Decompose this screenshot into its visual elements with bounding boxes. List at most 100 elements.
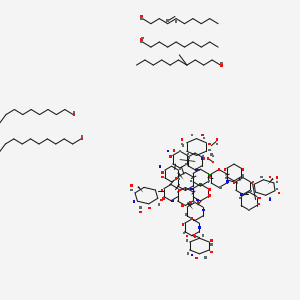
Bar	[233, 182, 235, 184]
Polygon shape	[177, 172, 184, 180]
Bar	[208, 194, 211, 197]
Bar	[175, 20, 177, 23]
Bar	[179, 149, 181, 152]
Bar	[248, 209, 250, 211]
Bar	[194, 235, 196, 238]
Bar	[239, 197, 241, 199]
Bar	[209, 174, 211, 177]
Bar	[187, 153, 190, 155]
Bar	[218, 168, 220, 171]
Bar	[139, 206, 142, 209]
Bar	[140, 41, 142, 44]
Bar	[181, 143, 183, 145]
Bar	[181, 138, 183, 141]
Bar	[188, 157, 190, 160]
Bar	[201, 134, 204, 136]
Bar	[186, 235, 188, 237]
Bar	[269, 198, 271, 201]
Bar	[186, 239, 188, 242]
Bar	[81, 138, 83, 140]
Bar	[242, 168, 244, 171]
Bar	[250, 190, 253, 193]
Bar	[167, 150, 169, 152]
Bar	[175, 177, 177, 180]
Bar	[260, 176, 263, 178]
Bar	[171, 200, 174, 202]
Bar	[193, 234, 195, 237]
Bar	[187, 252, 189, 255]
Polygon shape	[187, 202, 194, 210]
Bar	[208, 143, 211, 145]
Bar	[158, 203, 160, 206]
Bar	[224, 168, 226, 171]
Bar	[182, 232, 185, 235]
Bar	[190, 188, 193, 190]
Bar	[276, 188, 278, 190]
Bar	[185, 213, 187, 216]
Bar	[219, 186, 222, 189]
Bar	[208, 174, 211, 176]
Bar	[226, 180, 229, 183]
Bar	[224, 177, 227, 179]
Bar	[178, 178, 180, 181]
Bar	[189, 201, 192, 204]
Bar	[203, 157, 205, 160]
Bar	[242, 174, 244, 177]
Bar	[251, 182, 253, 184]
Bar	[73, 111, 76, 114]
Bar	[181, 204, 184, 207]
Bar	[220, 64, 223, 67]
Bar	[159, 165, 161, 168]
Bar	[204, 256, 207, 259]
Bar	[179, 167, 181, 170]
Bar	[191, 254, 193, 256]
Bar	[195, 257, 198, 259]
Bar	[198, 226, 201, 229]
Bar	[259, 197, 261, 199]
Bar	[193, 201, 196, 203]
Bar	[216, 138, 218, 141]
Bar	[161, 171, 164, 174]
Bar	[160, 199, 163, 201]
Bar	[276, 181, 278, 183]
Bar	[191, 134, 193, 136]
Bar	[161, 176, 164, 178]
Polygon shape	[268, 178, 274, 184]
Bar	[199, 183, 202, 185]
Bar	[140, 15, 142, 18]
Bar	[133, 200, 135, 203]
Bar	[173, 149, 175, 152]
Polygon shape	[137, 186, 143, 193]
Bar	[202, 209, 205, 211]
Bar	[240, 193, 243, 196]
Bar	[207, 157, 209, 160]
Bar	[210, 153, 213, 156]
Bar	[191, 217, 193, 220]
Bar	[190, 179, 193, 182]
Bar	[216, 143, 218, 145]
Bar	[182, 223, 184, 226]
Bar	[185, 163, 187, 166]
Bar	[210, 243, 213, 246]
Bar	[257, 197, 260, 199]
Bar	[161, 189, 163, 191]
Bar	[148, 207, 151, 209]
Bar	[208, 149, 211, 151]
Bar	[196, 199, 199, 201]
Bar	[210, 251, 213, 253]
Bar	[130, 189, 133, 191]
Bar	[81, 135, 83, 138]
Bar	[269, 176, 271, 178]
Bar	[212, 161, 214, 163]
Bar	[203, 137, 205, 139]
Bar	[162, 197, 165, 200]
Bar	[142, 37, 144, 39]
Bar	[130, 184, 133, 187]
Bar	[140, 17, 142, 20]
Bar	[208, 179, 210, 182]
Bar	[169, 155, 172, 158]
Bar	[210, 239, 213, 242]
Bar	[190, 188, 193, 190]
Bar	[208, 188, 211, 191]
Bar	[182, 144, 184, 147]
